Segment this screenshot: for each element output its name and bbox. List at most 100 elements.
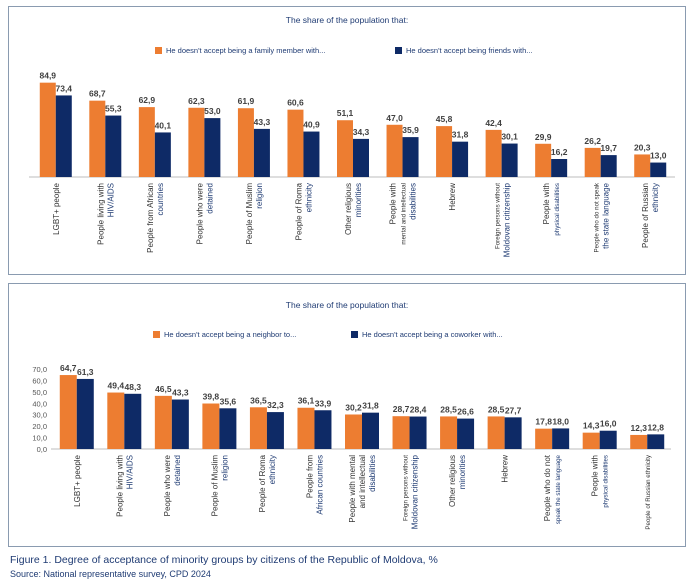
bar-series2-8 [402, 137, 419, 177]
value-label-series1-3: 46,5 [155, 384, 172, 394]
bar-series1-1 [39, 82, 56, 177]
bar-series2-1 [76, 378, 94, 449]
category-label-line: People of Roma [258, 454, 267, 512]
category-label-7: People with mental and intellectual disabi… [348, 455, 377, 523]
legend-label-1: He doesn't accept being a family member … [166, 46, 325, 55]
category-label-line: People with [542, 183, 551, 224]
category-label-line: Other religious [344, 183, 353, 235]
figure-source: Source: National representative survey, … [10, 569, 211, 579]
category-label-3: People who were detained [163, 454, 182, 516]
legend-label-1: He doesn't accept being a neighbor to... [164, 330, 296, 339]
category-label-line: religion [220, 455, 229, 481]
value-label-series2-11: 16,2 [551, 147, 568, 157]
value-label-series2-8: 35,9 [402, 125, 419, 135]
category-label-6: People from African countries [305, 455, 324, 515]
value-label-series1-13: 20,3 [634, 142, 651, 152]
category-label-1: LGBT+ people [52, 182, 61, 234]
value-label-series2-1: 61,3 [77, 367, 94, 377]
category-label-line: and intellectual [358, 455, 367, 509]
value-label-series1-11: 17,8 [535, 417, 552, 427]
bar-series1-13 [630, 434, 648, 449]
category-label-line: mental and intellectual [401, 183, 408, 245]
bar-series2-5 [266, 412, 284, 449]
value-label-series2-9: 26,6 [457, 407, 474, 417]
category-label-11: People who do not speak the state languag… [543, 454, 562, 524]
category-label-line: minorities [458, 455, 467, 489]
category-label-12: People with physical disabilities [591, 455, 610, 508]
bar-series2-8 [409, 416, 427, 449]
bar-series2-10 [501, 143, 518, 177]
category-label-line: minorities [354, 183, 363, 217]
category-label-line: physical disabilities [554, 183, 561, 236]
bar-series1-10 [487, 416, 505, 449]
bar-series1-6 [287, 109, 304, 177]
bar-series1-11 [535, 143, 552, 177]
bar-series1-5 [237, 108, 254, 177]
value-label-series1-2: 68,7 [89, 89, 106, 99]
category-label-line: People who were [195, 182, 204, 244]
category-label-5: People of Muslim religion [245, 183, 264, 245]
category-label-line: speak the state language [555, 454, 562, 524]
category-label-line: detained [173, 455, 182, 486]
category-label-line: Foreign persons without [403, 455, 410, 521]
value-label-series1-13: 12,3 [630, 423, 647, 433]
bar-series2-13 [650, 162, 667, 177]
category-label-2: People living with HIV/AIDS [115, 455, 134, 517]
value-label-series2-9: 31,8 [452, 130, 469, 140]
value-label-series1-7: 30,2 [345, 402, 362, 412]
value-label-series2-6: 33,9 [315, 398, 332, 408]
bar-series2-10 [504, 417, 522, 449]
category-label-10: Hebrew [501, 455, 510, 483]
category-label-line: People from African [146, 183, 155, 253]
value-label-series1-7: 51,1 [337, 108, 354, 118]
bar-series2-11 [551, 159, 568, 177]
bar-series1-10 [485, 129, 502, 177]
chart-panel-family-friends: The share of the population that: He does… [8, 6, 686, 275]
category-label-line: detained [205, 183, 214, 214]
category-label-line: People with [591, 455, 600, 496]
category-label-line: ethnicity [651, 183, 660, 212]
category-label-9: Hebrew [448, 183, 457, 211]
category-label-3: People from African countries [146, 183, 165, 253]
y-tick-label: 20,0 [32, 422, 47, 431]
category-label-line: ethnicity [304, 183, 313, 212]
bar-series1-11 [535, 428, 553, 449]
category-label-line: HIV/AIDS [125, 455, 134, 489]
bar-series1-8 [386, 124, 403, 177]
bar-series1-13 [634, 154, 651, 177]
value-label-series1-12: 14,3 [583, 421, 600, 431]
value-label-series2-12: 19,7 [600, 143, 617, 153]
value-label-series1-5: 36,5 [250, 395, 267, 405]
value-label-series2-3: 43,3 [172, 388, 189, 398]
value-label-series1-3: 62,9 [139, 95, 156, 105]
value-label-series1-8: 47,0 [386, 113, 403, 123]
category-label-9: Other religious minorities [448, 455, 467, 507]
category-label-line: Hebrew [448, 183, 457, 211]
bar-series1-12 [582, 432, 600, 449]
category-label-line: religion [255, 183, 264, 209]
value-label-series1-11: 29,9 [535, 132, 552, 142]
value-label-series1-6: 60,6 [287, 98, 304, 108]
bar-series1-3 [138, 107, 155, 177]
bar-series1-2 [89, 100, 106, 177]
category-label-line: LGBT+ people [52, 182, 61, 234]
category-label-12: People who do not speak the state languag… [594, 182, 611, 252]
category-label-line: People of Russian ethnicity [645, 454, 652, 530]
category-label-line: People of Muslim [210, 455, 219, 517]
legend-swatch-2 [395, 47, 402, 54]
legend-swatch-1 [153, 331, 160, 338]
bar-chart-family-friends: The share of the population that: He does… [29, 15, 675, 257]
value-label-series2-13: 12,8 [647, 422, 664, 432]
value-label-series2-5: 32,3 [267, 400, 284, 410]
category-label-line: disabilities [368, 455, 377, 492]
bar-series1-4 [202, 403, 220, 449]
value-label-series2-2: 55,3 [105, 104, 122, 114]
category-label-line: LGBT+ people [73, 454, 82, 506]
category-label-line: People who were [163, 454, 172, 516]
bar-series1-6 [297, 407, 315, 449]
bar-series2-7 [362, 412, 379, 449]
value-label-series1-10: 42,4 [485, 118, 502, 128]
category-label-line: HIV/AIDS [106, 183, 115, 217]
category-label-7: Other religious minorities [344, 183, 363, 235]
category-label-4: People of Muslim religion [210, 455, 229, 517]
